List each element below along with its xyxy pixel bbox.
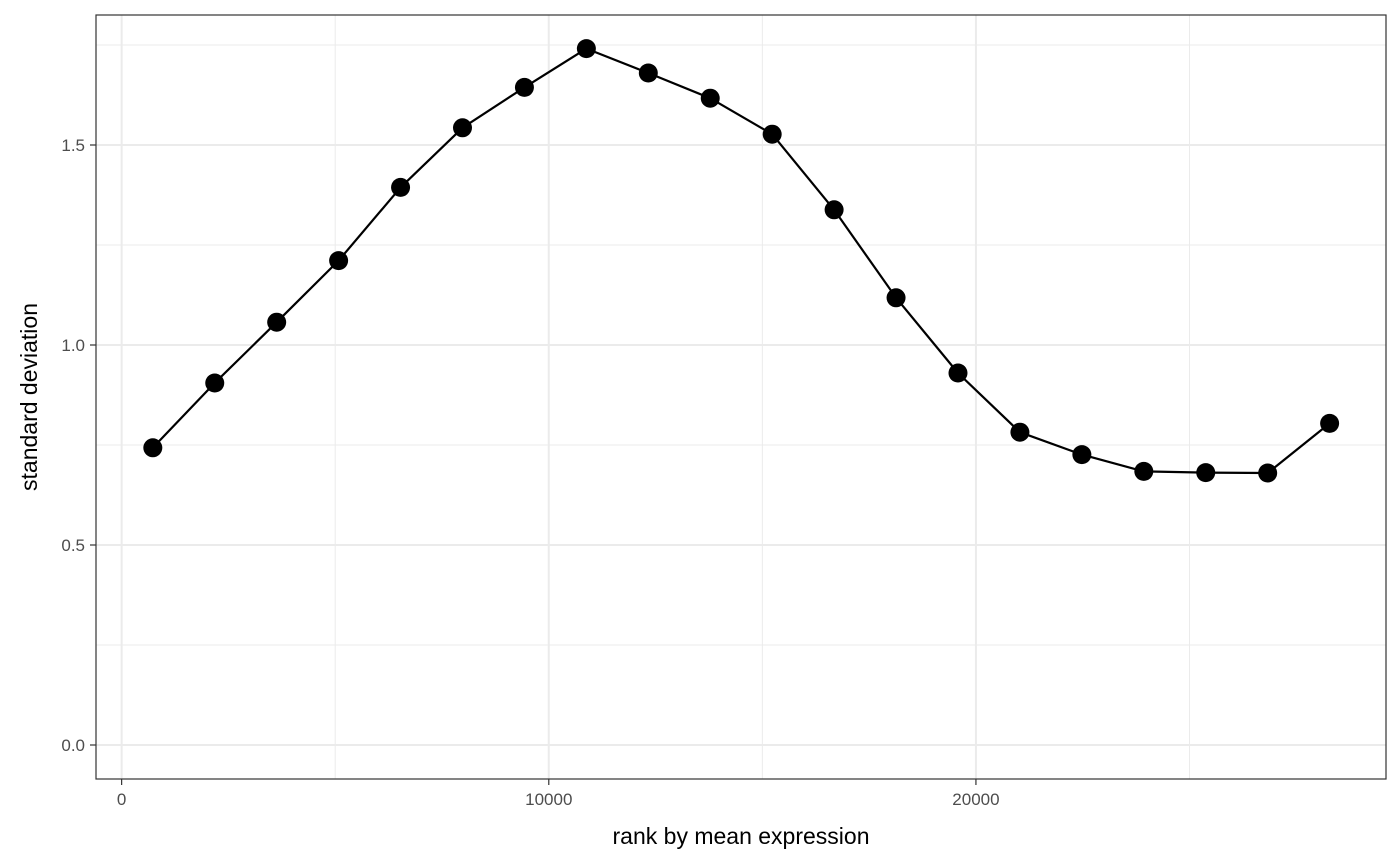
minor-gridlines [96, 15, 1386, 779]
data-point [1072, 445, 1092, 465]
x-tick-label: 0 [117, 790, 126, 809]
data-point [700, 88, 720, 108]
data-point [329, 251, 349, 271]
data-point [205, 373, 225, 393]
y-tick-label: 1.5 [61, 136, 85, 155]
data-point [1196, 463, 1216, 483]
data-point [762, 124, 782, 144]
data-point [886, 288, 906, 308]
data-point [824, 200, 844, 220]
series-line [152, 47, 1331, 475]
data-point [948, 363, 968, 383]
x-axis: 0 10000 20000 [117, 779, 1000, 809]
y-tick-label: 0.5 [61, 536, 85, 555]
data-point [514, 77, 534, 97]
data-point [576, 39, 596, 59]
data-series [143, 39, 1340, 483]
y-axis-title: standard deviation [16, 303, 42, 491]
x-tick-label: 10000 [525, 790, 572, 809]
plot-panel-border [95, 14, 1387, 780]
data-point [267, 312, 287, 332]
data-point [638, 63, 658, 83]
y-tick-label: 1.0 [61, 336, 85, 355]
x-axis-title: rank by mean expression [613, 823, 870, 849]
major-gridlines [96, 15, 1386, 779]
data-point [1010, 422, 1030, 442]
y-tick-label: 0.0 [61, 736, 85, 755]
data-point [391, 177, 411, 197]
data-point [143, 438, 163, 458]
data-point [1134, 461, 1154, 481]
x-tick-label: 20000 [952, 790, 999, 809]
data-point [1258, 463, 1278, 483]
y-axis: 0.0 0.5 1.0 1.5 [61, 136, 96, 755]
data-point [452, 118, 472, 138]
data-point [1320, 413, 1340, 433]
